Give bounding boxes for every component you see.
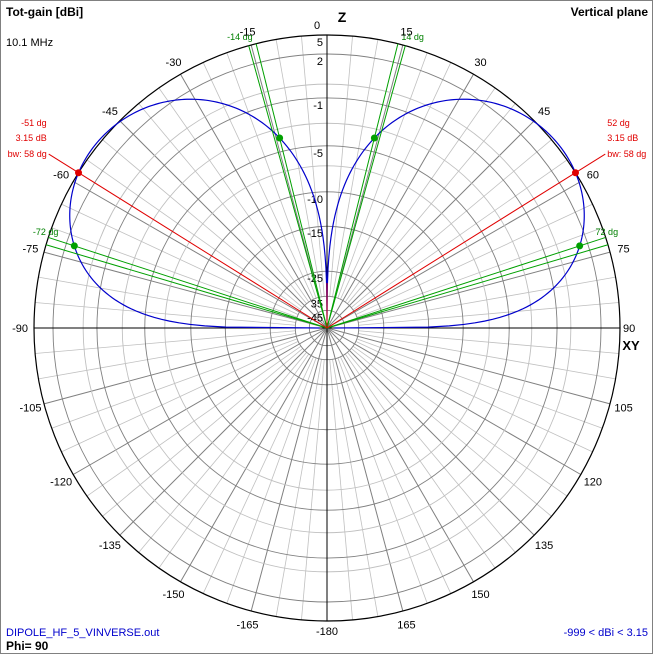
vertical-axis-label: Z: [338, 9, 347, 25]
angle-label: 165: [397, 620, 415, 632]
angle-label: 60: [587, 170, 599, 182]
green-marker-label: -14 dg: [227, 32, 253, 42]
angle-label: 120: [584, 477, 602, 489]
green-marker-line: [326, 45, 406, 329]
angle-label: -180: [316, 626, 338, 638]
angle-labels: 0 15 30 45 60 75 90 105 120 135 150 165 -180 -165 -150…: [12, 20, 635, 638]
angle-label: 0: [314, 20, 320, 32]
green-marker-dot: [70, 242, 78, 250]
angle-label: 135: [535, 540, 553, 552]
gain-range-label: -999 < dBi < 3.15: [564, 627, 648, 639]
angle-label: -120: [50, 477, 72, 489]
green-marker-line: [48, 236, 328, 329]
green-marker-label: 72 dg: [596, 227, 619, 237]
angle-label: 150: [471, 589, 489, 601]
angle-label: -60: [53, 170, 69, 182]
radial-tick-label: 2: [317, 56, 323, 68]
red-marker-dot: [75, 169, 83, 177]
green-marker-line: [45, 244, 328, 329]
angle-label: 105: [614, 402, 632, 414]
angle-label: -105: [19, 402, 41, 414]
green-marker-line: [326, 43, 399, 329]
radial-tick-label: -45: [307, 312, 323, 324]
angle-label: -15: [240, 26, 256, 38]
plane-label: Vertical plane: [571, 5, 649, 19]
chart-title: Tot-gain [dBi]: [6, 5, 83, 19]
green-marker-label: 14 dg: [401, 32, 424, 42]
red-marker-angle-label: 52 dg: [607, 118, 630, 128]
red-marker-line: [48, 153, 328, 329]
red-marker-line: [326, 153, 606, 329]
radial-tick-label: -1: [313, 100, 323, 112]
angle-label: 30: [474, 57, 486, 69]
angle-label: -75: [23, 244, 39, 256]
frequency-label: 10.1 MHz: [6, 37, 53, 49]
red-marker-gain-label: 3.15 dB: [16, 133, 47, 143]
green-marker-line: [248, 45, 328, 329]
red-marker-dot: [571, 169, 579, 177]
green-marker-line: [326, 236, 606, 329]
horizontal-axis-label: XY: [622, 338, 640, 353]
angle-label: -30: [166, 57, 182, 69]
red-marker-gain-label: 3.15 dB: [607, 133, 638, 143]
red-marker-angle-label: -51 dg: [21, 118, 47, 128]
green-marker-dot: [370, 134, 378, 142]
angle-label: 45: [538, 106, 550, 118]
green-marker-line: [255, 43, 328, 329]
radial-tick-label: 5: [317, 37, 323, 49]
green-marker-label: -72 dg: [33, 227, 59, 237]
angle-label: 15: [400, 26, 412, 38]
angle-label: -165: [237, 620, 259, 632]
green-marker-dot: [576, 242, 584, 250]
angle-label: -135: [99, 540, 121, 552]
radial-tick-label: -5: [313, 148, 323, 160]
red-marker-bw-label: bw: 58 dg: [8, 149, 47, 159]
angle-label: -90: [12, 323, 28, 335]
angle-label: 75: [617, 244, 629, 256]
angle-label: -150: [162, 589, 184, 601]
green-marker-line: [326, 244, 609, 329]
angle-label: -45: [102, 106, 118, 118]
angle-label: 90: [623, 323, 635, 335]
phi-label: Phi= 90: [6, 639, 49, 653]
green-marker-dot: [276, 134, 284, 142]
beam-markers: -14 dg 14 dg -72 dg 72 dg -51 dg 3.15 dB bw: 5…: [8, 32, 646, 329]
radial-tick-label: -15: [307, 228, 323, 240]
red-marker-bw-label: bw: 58 dg: [607, 149, 646, 159]
filename-label: DIPOLE_HF_5_VINVERSE.out: [6, 627, 159, 639]
